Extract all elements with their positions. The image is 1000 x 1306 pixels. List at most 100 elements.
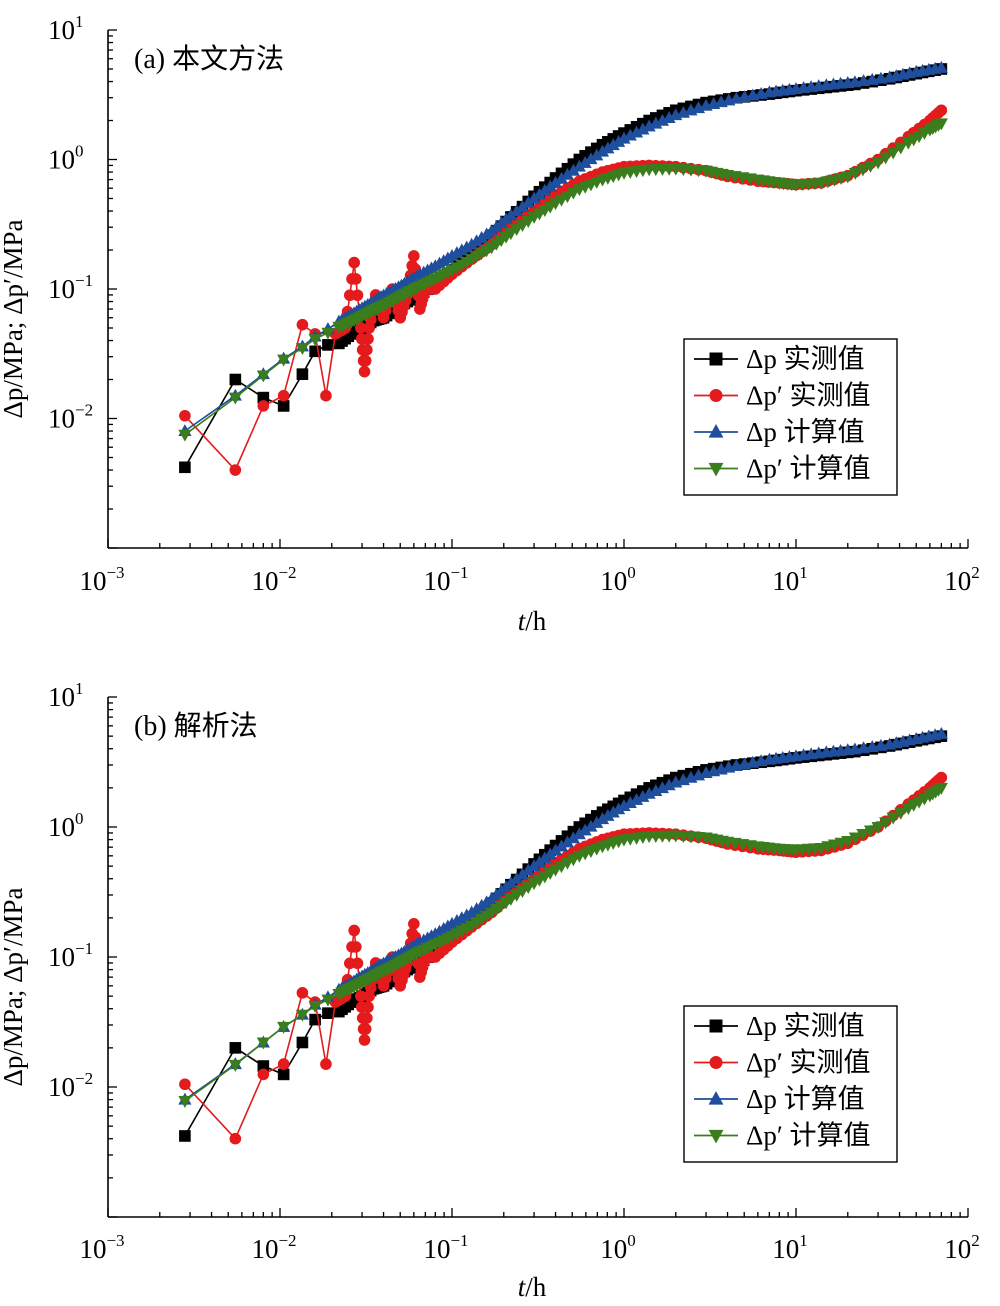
y-axis-title: Δp/MPa; Δp′/MPa xyxy=(0,888,28,1087)
data-point xyxy=(228,1059,242,1072)
y-tick-label: 101 xyxy=(48,12,84,45)
y-tick-exponent: −2 xyxy=(75,1069,93,1088)
x-tick-base: 10 xyxy=(600,1234,627,1264)
data-point xyxy=(612,134,626,147)
data-point xyxy=(857,741,871,754)
data-point xyxy=(879,817,893,830)
data-point xyxy=(179,461,191,474)
data-point xyxy=(590,843,604,856)
data-point xyxy=(782,750,796,763)
data-point xyxy=(480,227,494,240)
data-point xyxy=(499,880,513,893)
data-point xyxy=(754,86,768,99)
legend-label: Δp 计算值 xyxy=(746,1084,865,1114)
data-point xyxy=(358,1034,371,1046)
data-point xyxy=(767,843,781,856)
data-point xyxy=(359,354,372,367)
data-point xyxy=(808,178,822,191)
data-point xyxy=(499,231,513,244)
chart-panel-a: 10−3 10−2 10−1 100 101 10210−210−1100101Δp/MP… xyxy=(0,12,980,636)
data-point xyxy=(277,1068,290,1081)
x-tick-exponent: 2 xyxy=(971,1231,980,1250)
x-tick-exponent: −1 xyxy=(450,563,468,582)
data-point xyxy=(362,333,374,345)
data-point xyxy=(408,250,420,262)
x-axis-title-unit: /h xyxy=(525,606,547,636)
x-tick-base: 10 xyxy=(423,566,450,596)
legend-item: Δp′ 计算值 xyxy=(694,454,871,484)
data-point xyxy=(928,728,942,741)
data-point xyxy=(856,829,870,841)
data-point xyxy=(521,195,535,208)
data-point xyxy=(590,148,604,161)
data-point xyxy=(277,400,290,412)
x-tick-exponent: 0 xyxy=(627,1231,636,1250)
legend: Δp 实测值 Δp′ 实测值 Δp 计算值 Δp′ 计算值 xyxy=(683,1005,898,1163)
data-point xyxy=(408,918,420,930)
x-tick-exponent: 1 xyxy=(799,1231,808,1250)
data-point xyxy=(296,368,309,380)
data-point xyxy=(636,165,650,178)
legend-label: Δp′ 实测值 xyxy=(746,1048,871,1078)
x-axis-title: t/h xyxy=(518,606,547,636)
legend-marker xyxy=(708,462,724,477)
data-point xyxy=(566,163,580,176)
legend-marker xyxy=(709,1056,723,1069)
data-point xyxy=(636,122,650,135)
y-axis-title: Δp/MPa; Δp′/MPa xyxy=(0,220,28,419)
legend-label: Δp′ 计算值 xyxy=(746,454,871,484)
data-point xyxy=(782,82,796,95)
data-point xyxy=(257,400,270,412)
data-point xyxy=(903,66,917,79)
data-point xyxy=(785,844,799,857)
data-point xyxy=(865,72,879,85)
legend-marker xyxy=(708,1091,724,1105)
data-point xyxy=(460,923,474,936)
legend-item: Δp 实测值 xyxy=(694,344,865,374)
data-point xyxy=(350,941,362,953)
data-point xyxy=(566,187,580,200)
data-point xyxy=(662,111,676,123)
y-tick-base: 10 xyxy=(48,274,75,304)
y-tick-label: 10−1 xyxy=(48,939,93,972)
data-point xyxy=(179,1078,191,1091)
data-point xyxy=(636,789,650,802)
data-point xyxy=(499,212,513,225)
y-tick-exponent: 1 xyxy=(75,679,84,698)
x-axis-title-unit: /h xyxy=(525,1272,547,1302)
data-point xyxy=(277,354,291,367)
data-point xyxy=(499,897,513,910)
x-tick-label: 101 xyxy=(772,563,808,596)
legend-marker xyxy=(709,352,723,366)
panel-label: (a) 本文方法 xyxy=(134,43,284,75)
x-tick-exponent: −2 xyxy=(278,1231,296,1250)
data-point xyxy=(874,738,888,751)
data-point xyxy=(480,895,494,908)
y-tick-base: 10 xyxy=(48,682,75,712)
x-tick-base: 10 xyxy=(772,1234,799,1264)
data-point xyxy=(841,76,855,88)
legend-item: Δp 计算值 xyxy=(694,1084,865,1114)
data-point xyxy=(348,924,360,937)
data-point xyxy=(662,163,676,176)
data-point xyxy=(722,760,736,773)
y-tick-base: 10 xyxy=(48,15,75,45)
data-point xyxy=(834,837,848,850)
x-tick-base: 10 xyxy=(79,566,106,596)
legend-item: Δp′ 实测值 xyxy=(694,381,871,411)
y-tick-base: 10 xyxy=(48,812,75,842)
data-point xyxy=(229,1132,242,1145)
x-axis-title: t/h xyxy=(518,1272,547,1302)
y-tick-exponent: −1 xyxy=(75,271,93,290)
data-point xyxy=(257,1068,270,1081)
data-point xyxy=(359,1023,372,1035)
data-point xyxy=(543,179,557,192)
data-point xyxy=(351,289,364,302)
panel-label: (b) 解析法 xyxy=(134,710,258,742)
data-point xyxy=(229,464,242,476)
data-point xyxy=(348,256,360,269)
x-tick-exponent: 2 xyxy=(971,563,980,582)
data-point xyxy=(812,746,826,759)
series-3 xyxy=(178,782,948,1108)
